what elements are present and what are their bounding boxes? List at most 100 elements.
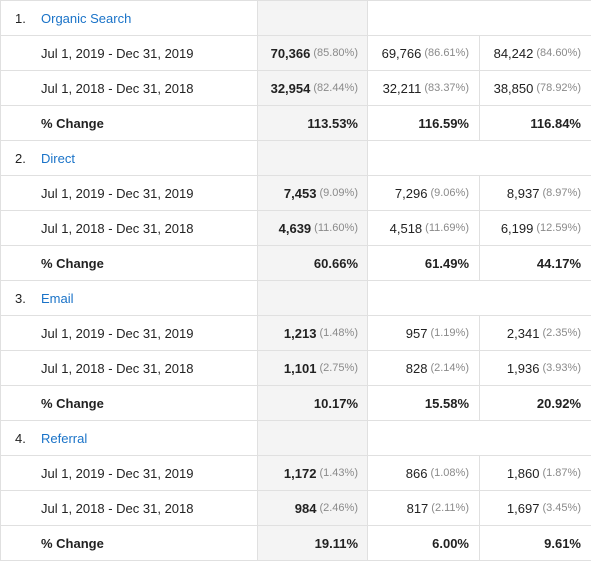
metric-3-value: 84,242 xyxy=(493,45,534,61)
percent-change-label: % Change xyxy=(0,386,258,420)
metric-3-percent: (84.60%) xyxy=(536,47,581,59)
metric-1-value: 4,639 xyxy=(278,220,312,236)
metric-3-cell: 38,850 (78.92%) xyxy=(480,71,591,105)
date-range-label: Jul 1, 2018 - Dec 31, 2018 xyxy=(0,351,258,385)
metric-1-percent: (2.75%) xyxy=(319,362,358,374)
metric-2-percent: (11.69%) xyxy=(425,222,469,234)
metric-3-change: 9.61% xyxy=(544,535,581,551)
channel-link[interactable]: Email xyxy=(41,290,74,306)
metric-2-cell: 32,211 (83.37%) xyxy=(368,71,480,105)
metric-2-cell: 4,518 (11.69%) xyxy=(368,211,480,245)
metric-3-percent: (2.35%) xyxy=(542,327,581,339)
metric-1-cell: 19.11% xyxy=(258,526,368,560)
metric-2-change: 116.59% xyxy=(418,115,469,131)
metric-2-value: 817 xyxy=(406,500,429,516)
metric-3-value: 2,341 xyxy=(506,325,540,341)
metric-2-value: 32,211 xyxy=(382,80,422,96)
metric-3-percent: (1.87%) xyxy=(542,467,581,479)
metric-1-cell: 113.53% xyxy=(258,106,368,140)
metric-1-cell: 4,639 (11.60%) xyxy=(258,211,368,245)
channel-link[interactable]: Referral xyxy=(41,430,88,446)
metric-1-percent: (1.48%) xyxy=(319,327,358,339)
date-range-label: Jul 1, 2019 - Dec 31, 2019 xyxy=(0,456,258,490)
metric-2-change: 6.00% xyxy=(432,535,469,551)
date-range-label: Jul 1, 2019 - Dec 31, 2019 xyxy=(0,176,258,210)
metric-3-value: 6,199 xyxy=(500,220,534,236)
date-range-label: Jul 1, 2019 - Dec 31, 2019 xyxy=(0,316,258,350)
metric-3-cell xyxy=(480,281,591,315)
percent-change-label: % Change xyxy=(0,106,258,140)
metric-3-value: 1,936 xyxy=(506,360,540,376)
metric-1-cell: 32,954 (82.44%) xyxy=(258,71,368,105)
metric-1-change: 19.11% xyxy=(314,535,358,551)
metric-1-cell: 60.66% xyxy=(258,246,368,280)
metric-2-cell xyxy=(368,141,480,175)
channel-link[interactable]: Organic Search xyxy=(41,10,132,26)
metric-3-percent: (3.93%) xyxy=(542,362,581,374)
metric-1-percent: (82.44%) xyxy=(313,82,358,94)
metric-2-percent: (1.19%) xyxy=(430,327,469,339)
metric-1-value: 1,213 xyxy=(283,325,317,341)
date-range-label: Jul 1, 2018 - Dec 31, 2018 xyxy=(0,71,258,105)
metric-3-cell xyxy=(480,421,591,455)
percent-change-row: % Change 10.17% 15.58% 20.92% xyxy=(0,386,591,421)
date-range-row: Jul 1, 2019 - Dec 31, 2019 7,453 (9.09%) 7,… xyxy=(0,176,591,211)
metric-2-cell: 61.49% xyxy=(368,246,480,280)
channel-index: 4. xyxy=(15,430,26,446)
metric-2-value: 866 xyxy=(405,465,428,481)
metric-2-cell xyxy=(368,1,480,35)
metric-1-percent: (11.60%) xyxy=(314,222,358,234)
metric-1-percent: (2.46%) xyxy=(319,502,358,514)
metric-1-value: 1,172 xyxy=(283,465,317,481)
date-range-row: Jul 1, 2019 - Dec 31, 2019 1,172 (1.43%) 86… xyxy=(0,456,591,491)
date-range-label: Jul 1, 2018 - Dec 31, 2018 xyxy=(0,491,258,525)
percent-change-row: % Change 113.53% 116.59% 116.84% xyxy=(0,106,591,141)
metric-2-cell: 817 (2.11%) xyxy=(368,491,480,525)
metric-1-change: 113.53% xyxy=(307,115,358,131)
channel-group-label: 2. Direct xyxy=(0,141,258,175)
metric-2-percent: (2.11%) xyxy=(431,502,469,514)
metric-3-value: 1,697 xyxy=(506,500,540,516)
metric-3-percent: (12.59%) xyxy=(536,222,581,234)
metric-1-change: 60.66% xyxy=(313,255,358,271)
metric-2-cell: 69,766 (86.61%) xyxy=(368,36,480,70)
metric-3-value: 8,937 xyxy=(506,185,540,201)
metric-1-cell xyxy=(258,1,368,35)
percent-change-label: % Change xyxy=(0,526,258,560)
metric-2-cell xyxy=(368,421,480,455)
metric-2-value: 7,296 xyxy=(394,185,428,201)
metric-1-cell: 1,213 (1.48%) xyxy=(258,316,368,350)
channel-link[interactable]: Direct xyxy=(41,150,75,166)
metric-2-cell: 116.59% xyxy=(368,106,480,140)
channel-group-label: 3. Email xyxy=(0,281,258,315)
metric-1-percent: (9.09%) xyxy=(319,187,358,199)
metric-1-cell: 1,172 (1.43%) xyxy=(258,456,368,490)
metric-2-cell: 957 (1.19%) xyxy=(368,316,480,350)
metric-3-cell: 20.92% xyxy=(480,386,591,420)
metric-3-cell xyxy=(480,141,591,175)
metric-1-cell xyxy=(258,421,368,455)
metric-2-value: 828 xyxy=(405,360,428,376)
percent-change-label: % Change xyxy=(0,246,258,280)
metric-3-change: 44.17% xyxy=(536,255,581,271)
metric-3-value: 1,860 xyxy=(506,465,540,481)
percent-change-row: % Change 19.11% 6.00% 9.61% xyxy=(0,526,591,561)
date-range-label: Jul 1, 2019 - Dec 31, 2019 xyxy=(0,36,258,70)
metric-1-change: 10.17% xyxy=(313,395,358,411)
metric-2-cell: 7,296 (9.06%) xyxy=(368,176,480,210)
percent-change-row: % Change 60.66% 61.49% 44.17% xyxy=(0,246,591,281)
metric-3-percent: (78.92%) xyxy=(536,82,581,94)
metric-2-cell: 15.58% xyxy=(368,386,480,420)
date-range-row: Jul 1, 2018 - Dec 31, 2018 32,954 (82.44%)… xyxy=(0,71,591,106)
metric-3-cell: 6,199 (12.59%) xyxy=(480,211,591,245)
channel-index: 1. xyxy=(15,10,26,26)
metric-1-cell: 984 (2.46%) xyxy=(258,491,368,525)
channel-group-label: 4. Referral xyxy=(0,421,258,455)
metric-3-value: 38,850 xyxy=(493,80,534,96)
metric-3-change: 20.92% xyxy=(536,395,581,411)
metric-2-percent: (2.14%) xyxy=(430,362,469,374)
metric-3-percent: (3.45%) xyxy=(542,502,581,514)
channel-group-row: 3. Email xyxy=(0,281,591,316)
channel-group-row: 2. Direct xyxy=(0,141,591,176)
